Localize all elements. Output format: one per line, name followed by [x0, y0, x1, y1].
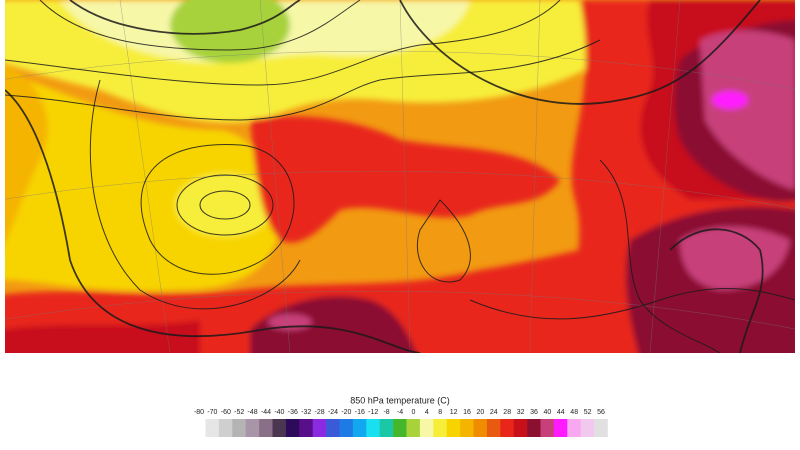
colorbar-box [594, 419, 608, 437]
colorbar-box [446, 419, 461, 437]
colorbar-tick-label: 4 [425, 409, 429, 416]
colorbar-box [393, 419, 407, 437]
colorbar-box [567, 419, 581, 437]
colorbar-tick-label: -60 [221, 409, 231, 416]
colorbar-tick-label: -52 [234, 409, 244, 416]
colorbar-tick-label: 56 [597, 409, 605, 416]
colorbar-tick-label: 8 [438, 409, 442, 416]
colorbar-tick-label: -36 [288, 409, 298, 416]
colorbar-tick-label: -24 [328, 409, 338, 416]
colorbar-box [259, 419, 273, 437]
colorbar-box [272, 419, 287, 437]
map [5, 0, 795, 353]
colorbar-tick-label: 16 [463, 409, 471, 416]
colorbar-tick-label: 24 [490, 409, 498, 416]
colorbar-box [527, 419, 541, 437]
colorbar-tick-label: -70 [207, 409, 217, 416]
colorbar-tick-label: -32 [301, 409, 311, 416]
colorbar-tick-label: -48 [248, 409, 258, 416]
colorbar-tick-label: 32 [517, 409, 525, 416]
colorbar-box [513, 419, 528, 437]
colorbar-box [232, 419, 246, 437]
colorbar: -80 -70 -60 -52 -48 -44 -40 -36 -32 -28 -24 -20 -16-… [194, 409, 608, 437]
colorbar-box [473, 419, 488, 437]
colorbar-tick-label: -16 [355, 409, 365, 416]
colorbar-box [460, 419, 474, 437]
colorbar-box [299, 419, 313, 437]
colorbar-box [553, 419, 568, 437]
colorbar-tick-label: -80 [194, 409, 204, 416]
colorbar-box [366, 419, 380, 437]
colorbar-box [500, 419, 514, 437]
colorbar-box [352, 419, 367, 437]
colorbar-tick-label: -40 [274, 409, 284, 416]
colorbar-box [339, 419, 354, 437]
colorbar-tick-label: 40 [544, 409, 552, 416]
colorbar-box [245, 419, 260, 437]
colorbar-box [379, 419, 394, 437]
colorbar-tick-label: 0 [411, 409, 415, 416]
colorbar-tick-label: 20 [477, 409, 485, 416]
colorbar-tick-label: 36 [530, 409, 538, 416]
colorbar-tick-label: 28 [503, 409, 511, 416]
colorbar-tick-label: 52 [584, 409, 592, 416]
colorbar-box [406, 419, 421, 437]
colorbar-box [540, 419, 555, 437]
colorbar-tick-label: 48 [570, 409, 578, 416]
colorbar-tick-label: 12 [450, 409, 458, 416]
colorbar-tick-label: -8 [383, 409, 389, 416]
colorbar-box [312, 419, 327, 437]
colorbar-box [285, 419, 300, 437]
colorbar-box [486, 419, 501, 437]
colorbar-tick-label: -44 [261, 409, 271, 416]
colorbar-tick-label: -28 [315, 409, 325, 416]
colorbar-box [433, 419, 447, 437]
colorbar-tick-label: -4 [397, 409, 403, 416]
colorbar-tick-label: -12 [368, 409, 378, 416]
colorbar-box [218, 419, 233, 437]
colorbar-box [326, 419, 340, 437]
colorbar-tick-label: 44 [557, 409, 565, 416]
colorbar-tick-label: -20 [341, 409, 351, 416]
colorbar-box [419, 419, 434, 437]
colorbar-box [580, 419, 595, 437]
colorbar-box [205, 419, 220, 437]
legend-title: 850 hPa temperature (C) [350, 395, 450, 405]
